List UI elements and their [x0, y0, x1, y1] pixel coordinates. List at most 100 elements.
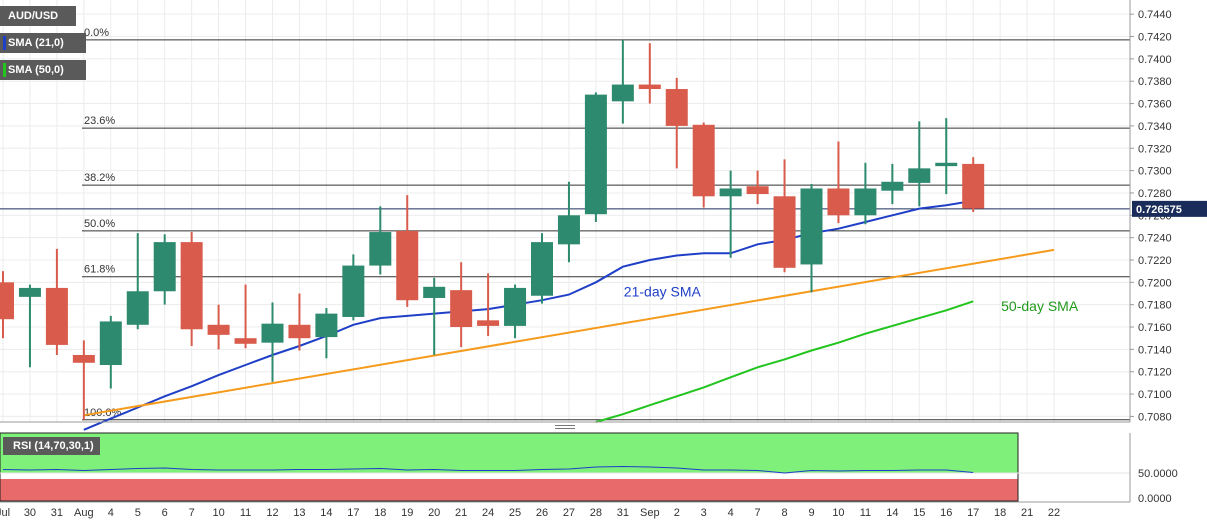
x-tick-label: 31 [617, 507, 629, 519]
y-tick-label: 0.7380 [1138, 76, 1172, 88]
candle-body [881, 181, 904, 191]
y-tick-label: 0.7160 [1138, 322, 1172, 334]
candle-body [0, 282, 14, 320]
x-tick-label: 19 [401, 507, 413, 519]
x-tick-label: 21 [455, 507, 467, 519]
sma50-annotation: 50-day SMA [1001, 298, 1079, 314]
sma50-swatch [3, 63, 6, 77]
sma50-legend[interactable]: SMA (50,0) [0, 60, 86, 80]
candle-body [557, 215, 580, 245]
current-price-label: 0.726575 [1136, 204, 1182, 216]
candle-body [72, 354, 95, 363]
x-tick-label: 15 [913, 507, 925, 519]
y-tick-label: 0.7200 [1138, 277, 1172, 289]
fib-label: 61.8% [84, 264, 115, 276]
candle-body [908, 168, 931, 183]
y-tick-label: 0.7340 [1138, 121, 1172, 133]
y-tick-label: 0.7220 [1138, 255, 1172, 267]
x-tick-label: 4 [728, 507, 734, 519]
current-price-badge [1132, 200, 1207, 217]
x-tick-label: 8 [781, 507, 787, 519]
candle-body [180, 242, 203, 330]
candle-body [746, 186, 769, 195]
candle-body [962, 163, 985, 209]
candle-body [638, 84, 661, 90]
candle-body [773, 196, 796, 268]
candle-body [692, 124, 715, 197]
candle-body [18, 287, 41, 297]
rsi-oversold-zone [0, 479, 1018, 501]
candle-body [342, 265, 365, 317]
y-tick-label: 0.7420 [1138, 32, 1172, 44]
y-tick-label: 0.7240 [1138, 233, 1172, 245]
x-tick-label: 10 [212, 507, 224, 519]
rsi-overbought-zone [0, 433, 1018, 473]
x-tick-label: 17 [347, 507, 359, 519]
sma21-legend[interactable]: SMA (21,0) [0, 33, 86, 53]
y-tick-label: 0.7120 [1138, 367, 1172, 379]
x-tick-label: 27 [563, 507, 575, 519]
trendline [83, 248, 1055, 417]
candle-body [45, 287, 68, 345]
y-tick-label: 0.7400 [1138, 54, 1172, 66]
symbol-label: AUD/USD [8, 10, 59, 22]
x-tick-label: 18 [994, 507, 1006, 519]
candle-body [665, 89, 688, 126]
x-tick-label: 12 [266, 507, 278, 519]
y-tick-label: 0.7360 [1138, 99, 1172, 111]
rsi-line [2, 465, 974, 474]
x-tick-label: Jul [0, 507, 10, 519]
candle-body [261, 323, 284, 343]
candle-body [531, 242, 553, 296]
x-tick-label: 24 [482, 507, 494, 519]
x-tick-label: 6 [162, 507, 168, 519]
x-tick-label: 3 [701, 507, 707, 519]
sma50-label: SMA (50,0) [8, 64, 64, 76]
y-tick-label: 0.7320 [1138, 143, 1172, 155]
candle-body [99, 321, 122, 366]
fib-label: 0.0% [84, 27, 109, 39]
fib-label: 38.2% [84, 172, 115, 184]
sma21-label: SMA (21,0) [8, 37, 64, 49]
candle-body [504, 287, 527, 326]
candle-body [827, 188, 850, 216]
candle-body [477, 320, 500, 326]
x-tick-label: 9 [808, 507, 814, 519]
x-tick-label: 5 [135, 507, 141, 519]
x-tick-label: 13 [293, 507, 305, 519]
y-tick-label: 0.7140 [1138, 344, 1172, 356]
x-tick-label: 25 [509, 507, 521, 519]
candle-body [719, 188, 742, 197]
symbol-legend[interactable]: AUD/USD [0, 6, 76, 26]
x-tick-label: 22 [1048, 507, 1060, 519]
fib-label: 50.0% [84, 218, 115, 230]
candle-body [854, 188, 877, 216]
x-tick-label: 7 [189, 507, 195, 519]
x-tick-label: Sep [640, 507, 660, 519]
candle-body [935, 162, 958, 167]
x-tick-label: 20 [428, 507, 440, 519]
x-tick-label: 11 [860, 507, 871, 519]
x-tick-label: 30 [24, 507, 36, 519]
x-tick-label: 11 [240, 507, 251, 519]
sma21-swatch [3, 36, 6, 50]
x-tick-label: 31 [51, 507, 63, 519]
pane-splitter-handle[interactable] [555, 425, 575, 431]
candle-body [396, 230, 419, 301]
rsi-zone-border [0, 432, 1019, 502]
candle-body [207, 324, 230, 335]
y-tick-label: 0.7300 [1138, 166, 1172, 178]
x-tick-label: Aug [74, 507, 94, 519]
x-tick-label: 16 [940, 507, 952, 519]
y-tick-label: 0.7440 [1138, 9, 1172, 21]
x-tick-label: 14 [320, 507, 332, 519]
rsi-tick-label: 50.0000 [1138, 468, 1178, 480]
x-tick-label: 26 [536, 507, 548, 519]
rsi-legend[interactable]: RSI (14,70,30,1) [3, 437, 100, 455]
candle-body [126, 291, 149, 325]
candle-body [288, 324, 311, 339]
x-tick-label: 2 [674, 507, 680, 519]
fib-label: 23.6% [84, 115, 115, 127]
candle-body [800, 188, 823, 265]
x-tick-label: 18 [374, 507, 386, 519]
